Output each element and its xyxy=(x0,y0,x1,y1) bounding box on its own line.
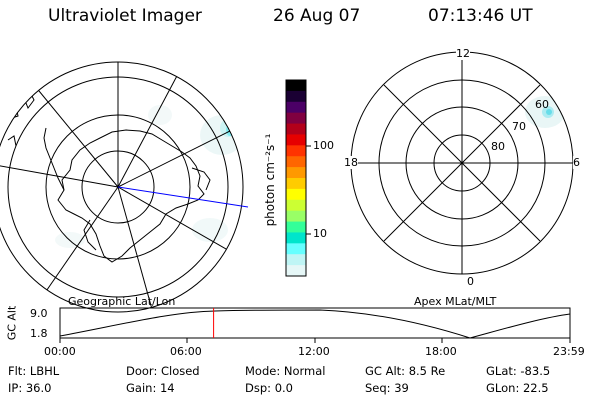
geo-lon-line xyxy=(117,62,188,188)
colorbar-cell xyxy=(286,243,306,255)
geo-lon-line xyxy=(117,121,243,188)
apex-map xyxy=(350,51,574,275)
colorbar-cell xyxy=(286,101,306,114)
colorbar-tick-label-100: 100 xyxy=(313,139,334,152)
apex-aurora-emission xyxy=(525,96,565,128)
colorbar-cell xyxy=(286,90,306,103)
geo-lon-line xyxy=(117,186,241,258)
instrument-title: Ultraviolet Imager xyxy=(48,6,202,26)
colorbar-cell xyxy=(286,167,306,179)
altitude-y-label: GC Alt xyxy=(5,305,19,341)
info-seq: Seq: 39 xyxy=(365,381,409,395)
colorbar-cell xyxy=(286,178,306,190)
mlat-label-70: 70 xyxy=(512,120,526,133)
altitude-x-tick-label: 06:00 xyxy=(170,345,202,358)
colorbar-cell xyxy=(286,80,306,92)
altitude-plot xyxy=(59,307,571,343)
geo-lon-line xyxy=(117,186,156,312)
info-glat: GLat: -83.5 xyxy=(486,364,551,378)
colorbar-cell xyxy=(286,199,306,212)
info-dsp: Dsp: 0.0 xyxy=(245,381,293,395)
geo-coastline xyxy=(7,62,243,263)
info-flt: Flt: LBHL xyxy=(8,364,60,378)
colorbar-cell xyxy=(286,123,306,135)
info-mode: Mode: Normal xyxy=(245,364,326,378)
altitude-x-tick-label: 18:00 xyxy=(425,345,457,358)
mlt-label-6: 6 xyxy=(573,156,580,169)
colorbar-tick-label-10: 10 xyxy=(313,227,327,240)
altitude-plot-frame xyxy=(59,307,571,339)
altitude-y-tick-max: 9.0 xyxy=(30,307,48,320)
colorbar-cell xyxy=(286,134,306,146)
apex-mlt-line xyxy=(383,84,541,242)
colorbar-cell xyxy=(286,221,306,233)
mlat-label-60: 60 xyxy=(535,98,549,111)
sun-direction-line xyxy=(117,186,249,208)
date-label: 26 Aug 07 xyxy=(273,6,361,26)
info-glon: GLon: 22.5 xyxy=(486,381,549,395)
colorbar-cell xyxy=(286,156,306,168)
colorbar-cell xyxy=(286,210,306,223)
colorbar-cell xyxy=(286,254,306,266)
colorbar-cell xyxy=(286,188,306,201)
colorbar-unit-label: photon cm⁻²s⁻¹ xyxy=(263,133,277,227)
mlt-label-12: 12 xyxy=(456,47,470,60)
colorbar-cell xyxy=(286,265,306,277)
mlat-label-80: 80 xyxy=(491,140,505,153)
altitude-y-tick-min: 1.8 xyxy=(30,327,48,340)
altitude-x-tick-label: 23:59 xyxy=(553,345,585,358)
colorbar-cell xyxy=(286,112,306,125)
info-ip: IP: 36.0 xyxy=(8,381,52,395)
altitude-x-tick-label: 00:00 xyxy=(44,345,76,358)
apex-map-caption: Apex MLat/MLT xyxy=(414,295,497,308)
info-door: Door: Closed xyxy=(126,364,200,378)
colorbar-frame xyxy=(285,79,307,277)
mlt-label-18: 18 xyxy=(344,156,358,169)
colorbar-cell xyxy=(286,145,306,157)
geo-lon-line xyxy=(0,164,119,188)
altitude-curve xyxy=(59,309,571,339)
geo-map-caption: Geographic Lat/Lon xyxy=(68,295,176,308)
geo-horizon xyxy=(0,61,244,313)
geographic-map xyxy=(0,61,249,313)
info-gc-alt: GC Alt: 8.5 Re xyxy=(365,364,446,378)
geo-lon-line xyxy=(39,186,119,301)
altitude-x-tick-label: 12:00 xyxy=(298,345,330,358)
colorbar-cell xyxy=(286,232,306,244)
colorbar xyxy=(285,79,311,277)
time-label: 07:13:46 UT xyxy=(428,6,533,26)
mlt-label-0: 0 xyxy=(467,275,474,288)
info-gain: Gain: 14 xyxy=(126,381,175,395)
geo-lon-line xyxy=(29,79,119,188)
